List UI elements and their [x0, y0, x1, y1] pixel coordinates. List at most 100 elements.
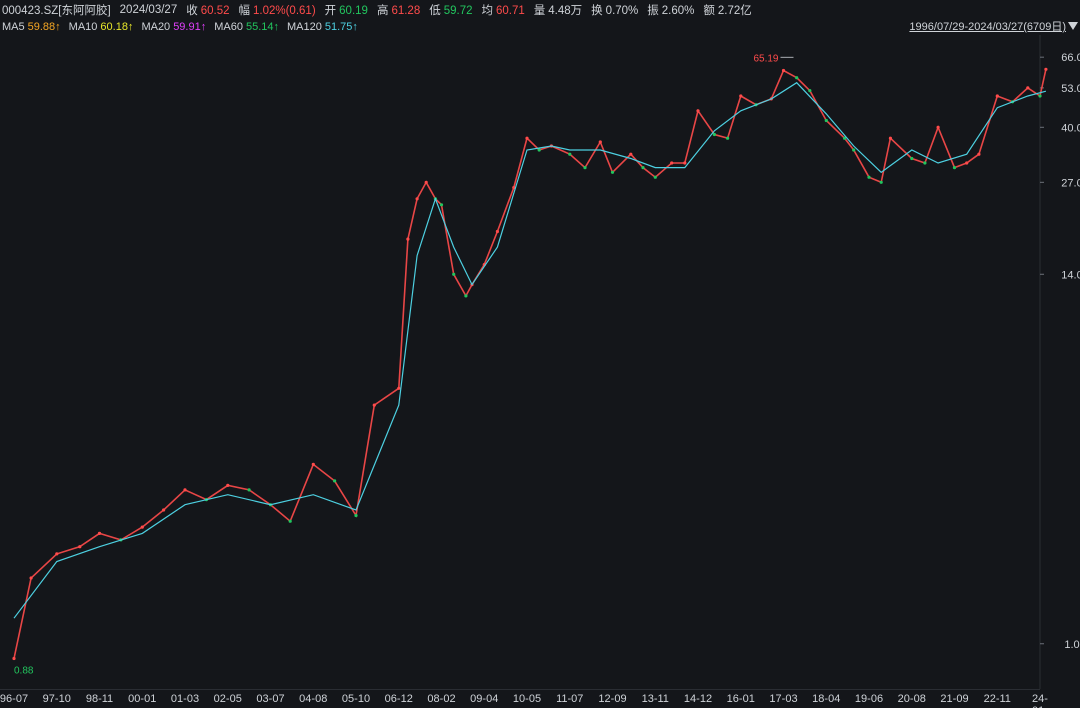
- series-line-close: [13, 69, 1047, 659]
- close-point: [247, 488, 251, 492]
- close-point: [1038, 94, 1042, 98]
- close-point: [726, 136, 730, 140]
- x-tick-label: 17-03: [769, 693, 798, 705]
- y-tick-label: 40.0: [1061, 122, 1080, 134]
- x-tick-label: 21-09: [940, 693, 969, 705]
- x-tick-label: 02-05: [213, 693, 242, 705]
- close-point: [415, 197, 419, 201]
- amplitude-field: 振 2.60%: [647, 2, 694, 18]
- x-tick-label: 16-01: [726, 693, 755, 705]
- close-point: [629, 152, 633, 156]
- ma120-entry[interactable]: MA120 51.75↑: [287, 21, 358, 33]
- x-tick-label: 18-04: [812, 693, 841, 705]
- close-point: [739, 94, 743, 98]
- chart-background: [0, 35, 1080, 689]
- open-value: 60.19: [339, 4, 368, 17]
- close-point: [333, 479, 337, 483]
- close-point: [311, 462, 315, 466]
- close-point: [583, 166, 587, 170]
- x-tick-label: 04-08: [299, 693, 328, 705]
- close-point: [1044, 67, 1048, 71]
- ma20-value: 59.91↑: [173, 21, 207, 33]
- y-tick-label: 66.0: [1061, 52, 1080, 64]
- change-field: 幅 1.02%(0.61): [239, 2, 316, 18]
- amplitude-value: 2.60%: [661, 4, 695, 17]
- open-field: 开 60.19: [325, 2, 368, 18]
- close-point: [808, 89, 812, 93]
- close-point: [843, 136, 847, 140]
- close-point: [372, 403, 376, 407]
- series-line-ma120: [13, 81, 1047, 619]
- x-tick-label: 24-01: [1032, 693, 1048, 708]
- ma20-label: MA20: [141, 21, 171, 33]
- amount-label: 额: [703, 4, 715, 17]
- avg-value: 60.71: [496, 4, 525, 17]
- close-point: [512, 186, 516, 190]
- low-field: 低 59.72: [429, 2, 472, 18]
- close-point: [712, 132, 717, 137]
- ma5-label: MA5: [2, 21, 25, 33]
- close-point: [55, 552, 59, 556]
- x-tick-label: 19-06: [854, 693, 884, 705]
- range-dropdown-icon[interactable]: [1068, 22, 1078, 30]
- ma5-entry[interactable]: MA5 59.88↑: [2, 21, 61, 33]
- close-point: [140, 525, 144, 529]
- close-point: [879, 180, 883, 184]
- date-range-selector[interactable]: 1996/07/29-2024/03/27(6709日): [909, 21, 1066, 33]
- close-point: [867, 175, 871, 179]
- close-field: 收 60.52: [186, 2, 229, 18]
- close-point: [97, 531, 102, 535]
- ma5-value: 59.88↑: [27, 21, 61, 33]
- low-value: 59.72: [443, 4, 473, 17]
- volume-field: 量 4.48万: [534, 2, 582, 18]
- turnover-value: 0.70%: [605, 4, 639, 17]
- close-point: [1026, 86, 1030, 90]
- close-point: [183, 488, 187, 492]
- y-tick-label: 53.0: [1061, 83, 1080, 95]
- x-tick-label: 00-01: [128, 693, 157, 705]
- close-point: [406, 237, 410, 241]
- close-point: [525, 136, 529, 140]
- x-tick-label: 96-07: [0, 693, 29, 705]
- close-point: [78, 545, 82, 549]
- x-tick-label: 03-07: [256, 693, 285, 705]
- close-point: [781, 68, 786, 73]
- quote-date: 2024/03/27: [119, 3, 178, 16]
- close-point: [354, 513, 358, 518]
- close-point: [952, 166, 957, 170]
- close-point: [936, 125, 940, 129]
- close-point: [653, 175, 657, 179]
- close-point: [162, 508, 166, 512]
- x-tick-label: 09-04: [470, 693, 499, 705]
- change-value: 1.02%(0.61): [253, 4, 316, 17]
- ma10-entry[interactable]: MA10 60.18↑: [69, 21, 134, 33]
- price-chart[interactable]: 66.0 53.0 40.0 27.0 14.0 1.0 65.19 0.88: [0, 35, 1080, 689]
- x-tick-label: 20-08: [897, 693, 926, 705]
- close-point: [226, 483, 230, 487]
- y-tick-label: 14.0: [1061, 269, 1080, 281]
- quote-info-bar: 000423.SZ[东阿阿胶] 2024/03/27 收 60.52 幅 1.02%…: [0, 0, 1080, 19]
- stock-symbol[interactable]: 000423.SZ[东阿阿胶]: [2, 4, 111, 17]
- close-point: [12, 656, 16, 661]
- change-label: 幅: [238, 4, 251, 17]
- ma60-entry[interactable]: MA60 55.14↑: [214, 21, 279, 33]
- high-field: 高 61.28: [377, 2, 420, 18]
- close-point: [683, 161, 687, 165]
- close-point: [696, 109, 700, 113]
- low-annotation: 0.88: [14, 666, 34, 677]
- close-point: [452, 272, 456, 276]
- close-point: [424, 180, 428, 184]
- x-tick-label: 22-11: [983, 693, 1011, 705]
- amplitude-label: 振: [647, 4, 659, 17]
- volume-label: 量: [533, 4, 546, 17]
- ma120-value: 51.75↑: [324, 21, 358, 33]
- ma10-label: MA10: [68, 21, 98, 33]
- close-point: [923, 161, 927, 165]
- amount-value: 2.72亿: [717, 4, 752, 17]
- close-point: [852, 148, 856, 152]
- x-tick-label: 11-07: [556, 693, 584, 705]
- ma20-entry[interactable]: MA20 59.91↑: [141, 21, 206, 33]
- close-label: 收: [186, 4, 198, 17]
- close-point: [910, 156, 914, 161]
